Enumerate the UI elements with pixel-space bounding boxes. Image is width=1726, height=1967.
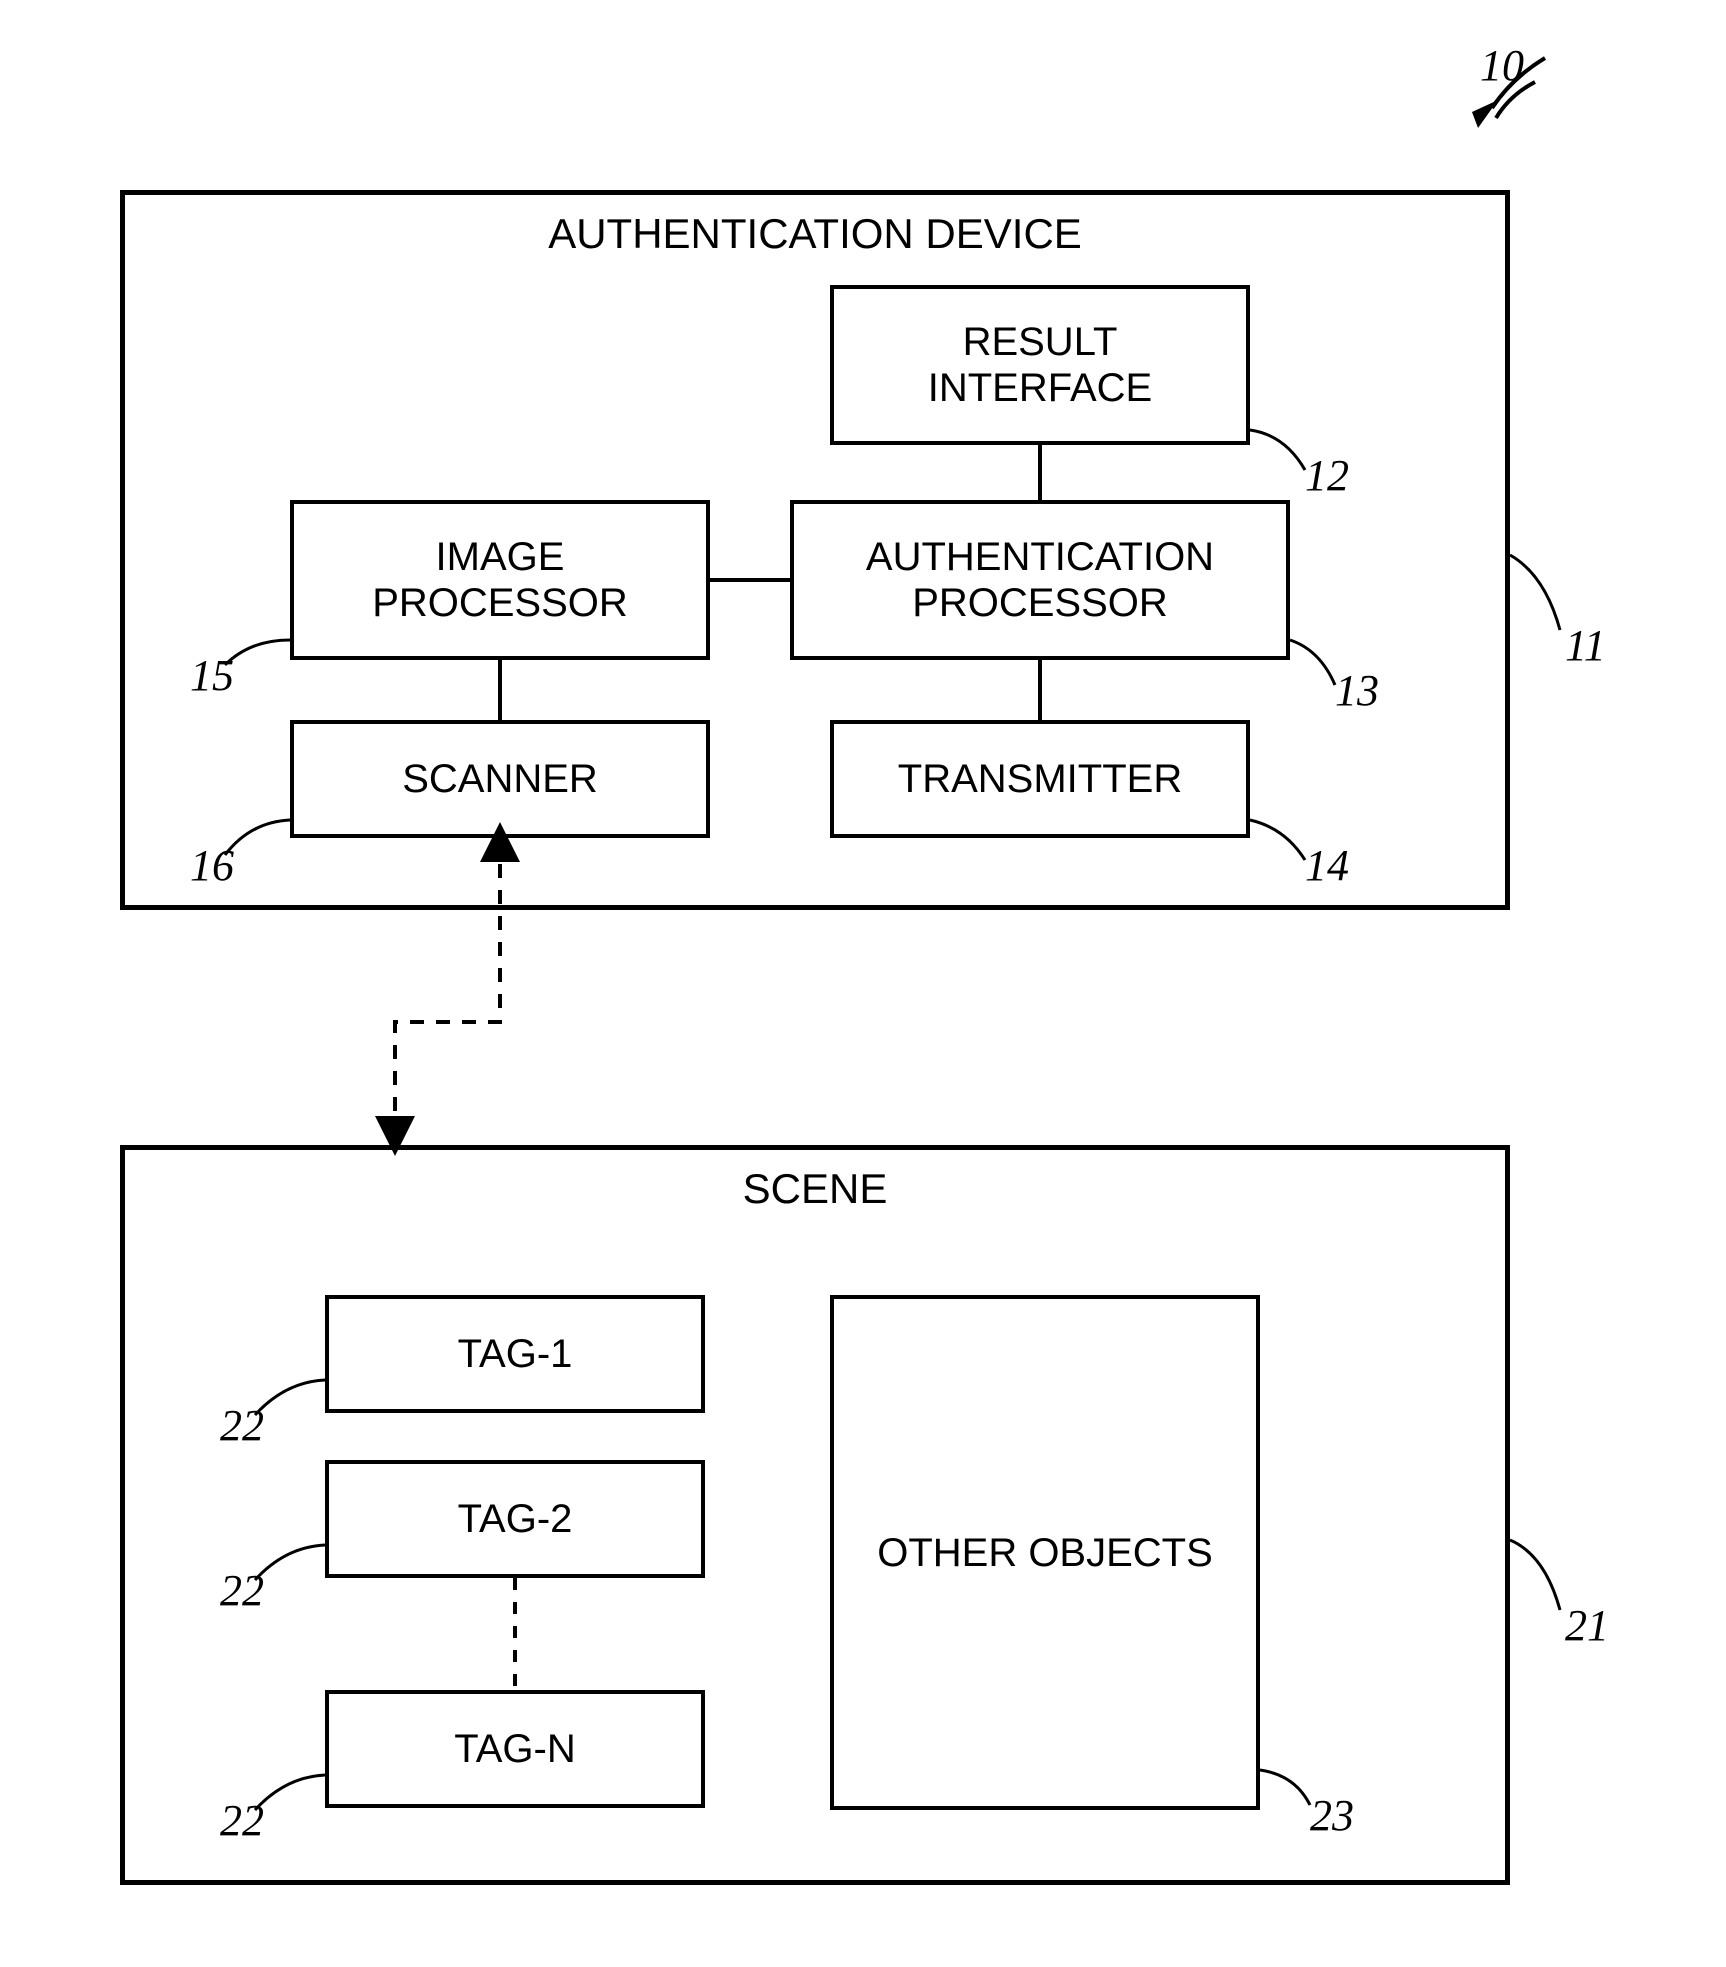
scene-title: SCENE [120, 1165, 1510, 1213]
ref-14: 14 [1305, 840, 1349, 891]
ref-22c: 22 [220, 1795, 264, 1846]
result-interface-box: RESULT INTERFACE [830, 285, 1250, 445]
scanner-box: SCANNER [290, 720, 710, 838]
ref-15: 15 [190, 650, 234, 701]
ref-12: 12 [1305, 450, 1349, 501]
ref-22a: 22 [220, 1400, 264, 1451]
auth-device-title: AUTHENTICATION DEVICE [120, 210, 1510, 258]
transmitter-box: TRANSMITTER [830, 720, 1250, 838]
ref-11: 11 [1565, 620, 1606, 671]
ref-22b: 22 [220, 1565, 264, 1616]
tag-n-box: TAG-N [325, 1690, 705, 1808]
ref-13: 13 [1335, 665, 1379, 716]
ref-16: 16 [190, 840, 234, 891]
ref-23: 23 [1310, 1790, 1354, 1841]
ref-10: 10 [1480, 40, 1524, 91]
other-objects-box: OTHER OBJECTS [830, 1295, 1260, 1810]
ref-21: 21 [1565, 1600, 1609, 1651]
auth-processor-box: AUTHENTICATION PROCESSOR [790, 500, 1290, 660]
tag-1-box: TAG-1 [325, 1295, 705, 1413]
image-processor-box: IMAGE PROCESSOR [290, 500, 710, 660]
tag-2-box: TAG-2 [325, 1460, 705, 1578]
